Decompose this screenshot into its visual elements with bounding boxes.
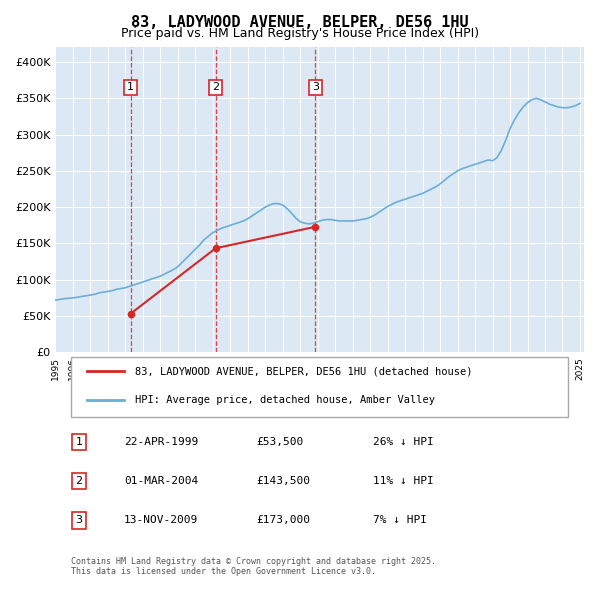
Text: 83, LADYWOOD AVENUE, BELPER, DE56 1HU (detached house): 83, LADYWOOD AVENUE, BELPER, DE56 1HU (d… [135,366,472,376]
Text: HPI: Average price, detached house, Amber Valley: HPI: Average price, detached house, Ambe… [135,395,435,405]
Text: £53,500: £53,500 [256,437,304,447]
Text: 3: 3 [312,83,319,93]
Text: 01-MAR-2004: 01-MAR-2004 [124,476,199,486]
Text: 7% ↓ HPI: 7% ↓ HPI [373,515,427,525]
Text: £173,000: £173,000 [256,515,310,525]
Text: 83, LADYWOOD AVENUE, BELPER, DE56 1HU: 83, LADYWOOD AVENUE, BELPER, DE56 1HU [131,15,469,30]
Text: 11% ↓ HPI: 11% ↓ HPI [373,476,434,486]
Text: 3: 3 [76,515,83,525]
Text: 2: 2 [212,83,219,93]
Text: 13-NOV-2009: 13-NOV-2009 [124,515,199,525]
Text: £143,500: £143,500 [256,476,310,486]
Text: Contains HM Land Registry data © Crown copyright and database right 2025.
This d: Contains HM Land Registry data © Crown c… [71,557,436,576]
Point [311,222,320,231]
Text: 26% ↓ HPI: 26% ↓ HPI [373,437,434,447]
FancyBboxPatch shape [71,357,568,417]
Text: 22-APR-1999: 22-APR-1999 [124,437,199,447]
Point [126,309,136,318]
Point [211,244,221,253]
Text: 1: 1 [127,83,134,93]
Text: 2: 2 [76,476,83,486]
Text: Price paid vs. HM Land Registry's House Price Index (HPI): Price paid vs. HM Land Registry's House … [121,27,479,40]
Text: 1: 1 [76,437,83,447]
